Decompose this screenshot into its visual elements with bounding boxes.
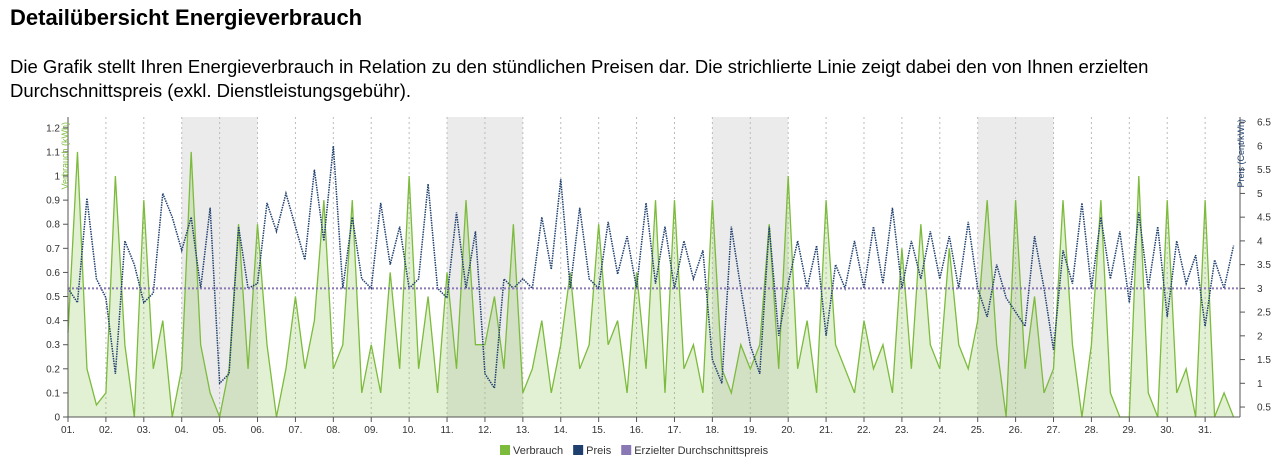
x-tick-label: 02. xyxy=(99,425,113,436)
legend-label: Erzielter Durchschnittspreis xyxy=(634,445,768,457)
y2-tick-label: 4.5 xyxy=(1257,213,1271,224)
x-tick-label: 03. xyxy=(137,425,151,436)
legend-swatch xyxy=(573,445,584,455)
y2-tick-label: 6.5 xyxy=(1257,118,1271,129)
y-tick-label: 0.4 xyxy=(46,316,60,327)
y-tick-label: 0.5 xyxy=(46,292,60,303)
y-tick-label: 0.3 xyxy=(46,340,60,351)
x-tick-label: 14. xyxy=(554,425,568,436)
x-tick-label: 20. xyxy=(781,425,795,436)
y2-tick-label: 3 xyxy=(1257,284,1263,295)
y-tick-label: 0.7 xyxy=(46,244,60,255)
x-tick-label: 08. xyxy=(326,425,340,436)
y-tick-label: 0.6 xyxy=(46,268,60,279)
y-tick-label: 0.9 xyxy=(46,196,60,207)
y-tick-label: 0.8 xyxy=(46,220,60,231)
legend-label: Preis xyxy=(586,445,612,457)
y-axis-label: Verbrauch (kWh) xyxy=(60,122,70,190)
description: Die Grafik stellt Ihren Energieverbrauch… xyxy=(10,56,1149,101)
title: Detailübersicht Energieverbrauch xyxy=(10,5,363,30)
x-tick-label: 19. xyxy=(743,425,757,436)
x-tick-label: 25. xyxy=(971,425,985,436)
x-tick-label: 22. xyxy=(857,425,871,436)
legend-swatch xyxy=(621,445,632,455)
x-tick-label: 26. xyxy=(1009,425,1023,436)
x-tick-label: 18. xyxy=(705,425,719,436)
y-tick-label: 0.2 xyxy=(46,364,60,375)
x-tick-label: 01. xyxy=(61,425,75,436)
x-tick-label: 30. xyxy=(1160,425,1174,436)
y2-tick-label: 5 xyxy=(1257,189,1263,200)
x-tick-label: 13. xyxy=(516,425,530,436)
x-tick-label: 15. xyxy=(592,425,606,436)
price-line xyxy=(67,145,1235,391)
x-tick-label: 21. xyxy=(819,425,833,436)
legend-label: Verbrauch xyxy=(513,445,563,457)
y-tick-label: 0 xyxy=(54,413,60,424)
y2-tick-label: 3.5 xyxy=(1257,260,1271,271)
y-tick-label: 1 xyxy=(54,172,60,183)
y2-tick-label: 2.5 xyxy=(1257,308,1271,319)
y2-axis-label: Preis (Cent/kWh) xyxy=(1236,119,1246,188)
consumption-line xyxy=(67,151,1235,420)
y2-tick-label: 2 xyxy=(1257,331,1263,342)
x-tick-label: 27. xyxy=(1047,425,1061,436)
x-tick-label: 10. xyxy=(402,425,416,436)
y-tick-label: 1.1 xyxy=(46,147,60,158)
y2-tick-label: 5.5 xyxy=(1257,165,1271,176)
x-tick-label: 04. xyxy=(175,425,189,436)
x-tick-label: 17. xyxy=(668,425,682,436)
y-tick-label: 0.1 xyxy=(46,388,60,399)
y2-tick-label: 0.5 xyxy=(1257,403,1271,414)
x-tick-label: 24. xyxy=(933,425,947,436)
y2-tick-label: 4 xyxy=(1257,236,1263,247)
legend-swatch xyxy=(500,445,510,455)
x-tick-label: 28. xyxy=(1084,425,1098,436)
x-tick-label: 12. xyxy=(478,425,492,436)
x-tick-label: 07. xyxy=(288,425,302,436)
y-tick-label: 1.2 xyxy=(46,123,60,134)
x-tick-label: 11. xyxy=(440,425,453,436)
x-tick-label: 09. xyxy=(364,425,378,436)
x-tick-label: 29. xyxy=(1122,425,1136,436)
x-tick-label: 06. xyxy=(251,425,265,436)
x-tick-label: 23. xyxy=(895,425,909,436)
x-tick-label: 16. xyxy=(630,425,644,436)
y2-tick-label: 1.5 xyxy=(1257,355,1271,366)
x-tick-label: 05. xyxy=(213,425,227,436)
y2-tick-label: 6 xyxy=(1257,141,1263,152)
x-tick-label: 31. xyxy=(1198,425,1212,436)
y2-tick-label: 1 xyxy=(1257,379,1263,390)
